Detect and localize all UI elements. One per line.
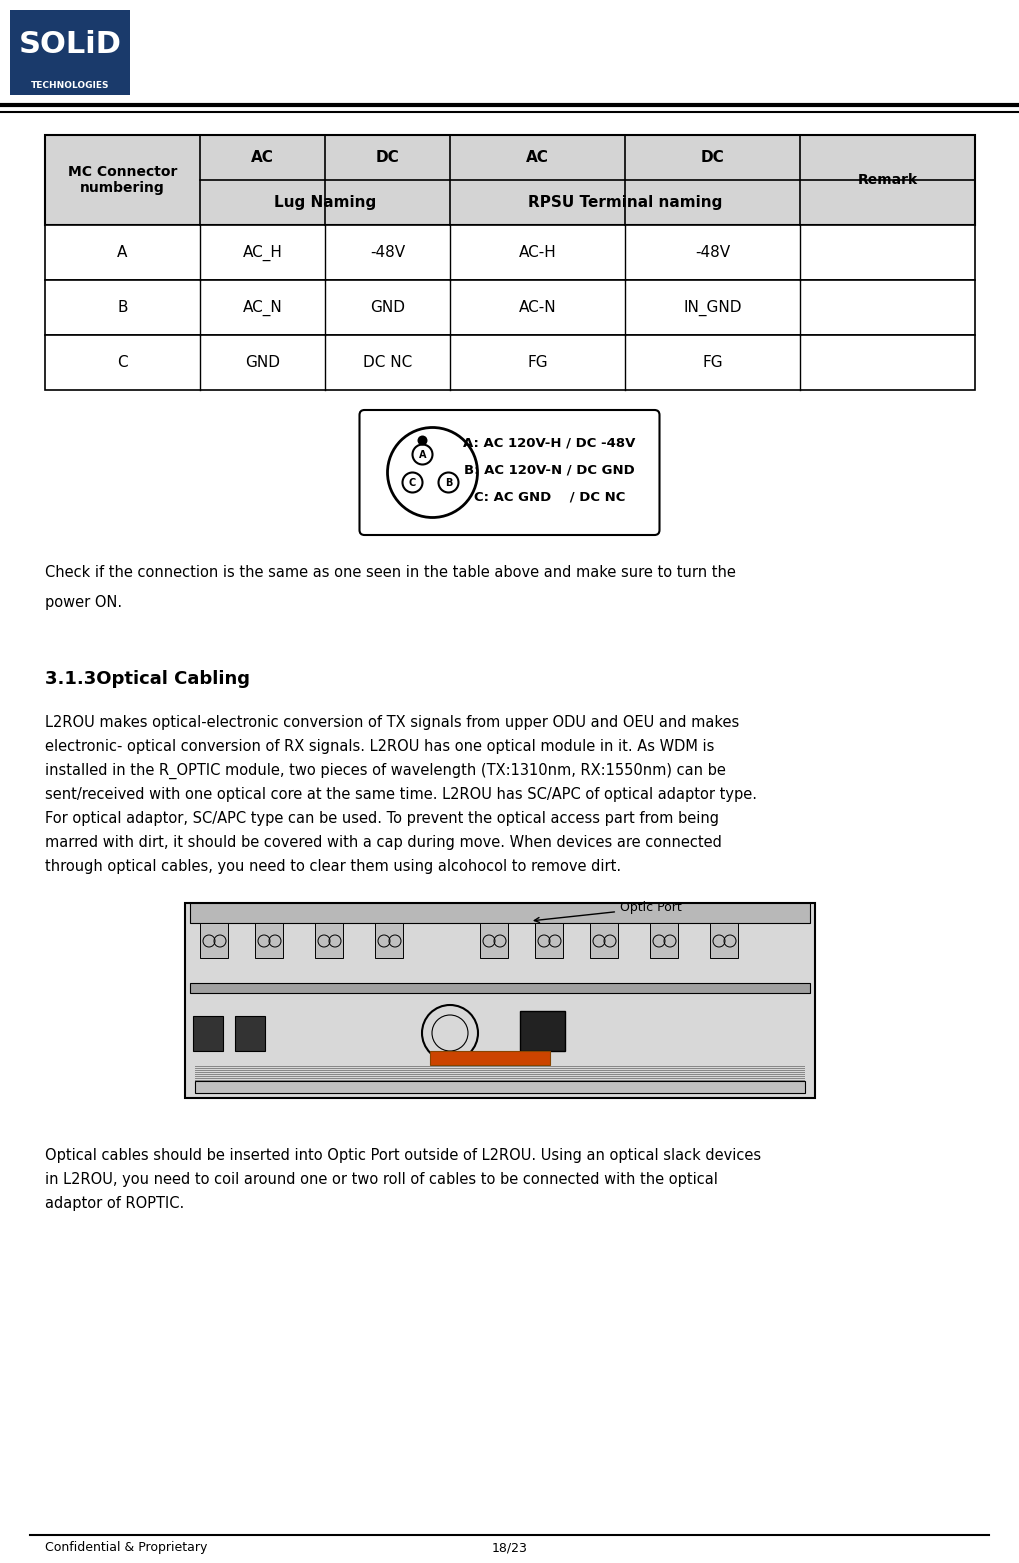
Bar — [195, 1082, 805, 1093]
Circle shape — [418, 436, 428, 445]
Bar — [520, 1011, 565, 1050]
Bar — [650, 924, 678, 958]
Bar — [375, 924, 403, 958]
Bar — [45, 280, 975, 334]
Bar — [45, 134, 975, 225]
Bar — [185, 903, 815, 1097]
Text: A: A — [117, 245, 127, 259]
Bar — [190, 983, 810, 993]
Text: MC Connector
numbering: MC Connector numbering — [68, 166, 177, 195]
Text: A: AC 120V-H / DC -48V: A: AC 120V-H / DC -48V — [464, 436, 636, 450]
Text: Remark: Remark — [857, 173, 917, 188]
Text: AC: AC — [251, 150, 274, 166]
Text: AC-N: AC-N — [519, 300, 556, 316]
FancyBboxPatch shape — [360, 410, 659, 535]
Text: GND: GND — [245, 355, 280, 370]
Text: AC: AC — [526, 150, 549, 166]
Text: B: B — [117, 300, 127, 316]
Bar — [45, 225, 975, 280]
Bar — [590, 924, 618, 958]
Text: AC_H: AC_H — [243, 244, 282, 261]
Text: SOLiD: SOLiD — [18, 30, 121, 59]
Text: Check if the connection is the same as one seen in the table above and make sure: Check if the connection is the same as o… — [45, 564, 736, 580]
Text: B: B — [445, 478, 452, 488]
Bar — [235, 1016, 265, 1050]
Text: DC: DC — [376, 150, 399, 166]
Text: RPSU Terminal naming: RPSU Terminal naming — [528, 195, 722, 209]
Bar — [45, 134, 975, 225]
Text: Optical cables should be inserted into Optic Port outside of L2ROU. Using an opt: Optical cables should be inserted into O… — [45, 1147, 761, 1163]
Bar — [710, 924, 738, 958]
Text: FG: FG — [527, 355, 548, 370]
Text: adaptor of ROPTIC.: adaptor of ROPTIC. — [45, 1196, 184, 1211]
Text: 18/23: 18/23 — [492, 1541, 528, 1555]
Bar — [45, 334, 975, 391]
Text: GND: GND — [370, 300, 405, 316]
Text: Optic Port: Optic Port — [534, 902, 682, 922]
Bar — [200, 924, 228, 958]
Bar — [193, 1016, 223, 1050]
Bar — [430, 1050, 550, 1064]
Text: in L2ROU, you need to coil around one or two roll of cables to be connected with: in L2ROU, you need to coil around one or… — [45, 1172, 717, 1186]
Text: power ON.: power ON. — [45, 596, 122, 610]
Text: For optical adaptor, SC/APC type can be used. To prevent the optical access part: For optical adaptor, SC/APC type can be … — [45, 811, 719, 825]
Text: installed in the R_OPTIC module, two pieces of wavelength (TX:1310nm, RX:1550nm): installed in the R_OPTIC module, two pie… — [45, 763, 726, 780]
Text: -48V: -48V — [370, 245, 406, 259]
Bar — [255, 924, 283, 958]
Text: -48V: -48V — [695, 245, 730, 259]
Text: C: AC GND    / DC NC: C: AC GND / DC NC — [474, 491, 626, 503]
Text: 3.1.3Optical Cabling: 3.1.3Optical Cabling — [45, 671, 250, 688]
Text: B: AC 120V-N / DC GND: B: AC 120V-N / DC GND — [464, 464, 635, 477]
Bar — [10, 9, 130, 95]
Text: through optical cables, you need to clear them using alcohocol to remove dirt.: through optical cables, you need to clea… — [45, 860, 622, 874]
Text: TECHNOLOGIES: TECHNOLOGIES — [31, 81, 109, 89]
Text: DC: DC — [701, 150, 725, 166]
Text: FG: FG — [702, 355, 722, 370]
Text: DC NC: DC NC — [363, 355, 412, 370]
Bar — [190, 903, 810, 924]
Text: AC_N: AC_N — [243, 300, 282, 316]
Text: C: C — [117, 355, 127, 370]
Text: L2ROU makes optical-electronic conversion of TX signals from upper ODU and OEU a: L2ROU makes optical-electronic conversio… — [45, 714, 739, 730]
Text: A: A — [419, 450, 426, 460]
Text: Lug Naming: Lug Naming — [274, 195, 376, 209]
Text: Confidential & Proprietary: Confidential & Proprietary — [45, 1541, 208, 1555]
Bar — [535, 924, 564, 958]
Text: electronic- optical conversion of RX signals. L2ROU has one optical module in it: electronic- optical conversion of RX sig… — [45, 739, 714, 753]
Text: marred with dirt, it should be covered with a cap during move. When devices are : marred with dirt, it should be covered w… — [45, 835, 721, 850]
Text: AC-H: AC-H — [519, 245, 556, 259]
Text: C: C — [409, 478, 416, 488]
Bar — [480, 924, 508, 958]
Text: sent/received with one optical core at the same time. L2ROU has SC/APC of optica: sent/received with one optical core at t… — [45, 788, 757, 802]
Bar — [315, 924, 343, 958]
Text: IN_GND: IN_GND — [684, 300, 742, 316]
